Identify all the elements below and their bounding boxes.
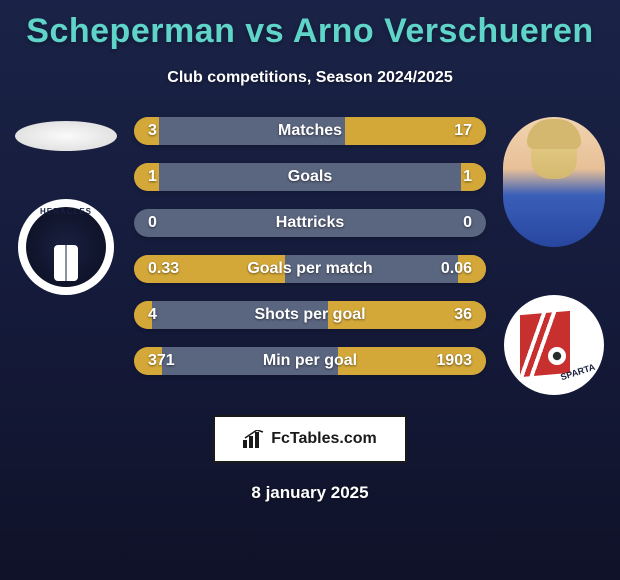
right-player-column [494,117,614,395]
stat-label: Min per goal [263,352,357,370]
stat-value-left: 371 [148,352,175,370]
stat-value-left: 1 [148,168,157,186]
date-text: 8 january 2025 [0,483,620,503]
player-left-photo [15,121,117,151]
stat-value-left: 3 [148,122,157,140]
comparison-content: 3 17 Matches 1 1 Goals 0 0 Hattricks 0.33 0.06 Goal… [0,117,620,395]
stat-value-right: 17 [454,122,472,140]
footer-brand-text: FcTables.com [271,430,377,448]
stat-label: Shots per goal [254,306,365,324]
stat-label: Goals per match [247,260,372,278]
stat-value-right: 0.06 [441,260,472,278]
heracles-shirt-icon [54,245,78,281]
club-right-logo [504,295,604,395]
club-left-logo [18,199,114,295]
stat-value-left: 0.33 [148,260,179,278]
stat-row: 371 1903 Min per goal [134,347,486,375]
chart-icon [243,430,265,448]
stat-value-right: 1 [463,168,472,186]
player-right-photo [503,117,605,247]
stat-label: Matches [278,122,342,140]
stat-row: 0.33 0.06 Goals per match [134,255,486,283]
stat-value-right: 0 [463,214,472,232]
stat-value-left: 0 [148,214,157,232]
stat-row: 0 0 Hattricks [134,209,486,237]
stat-row: 1 1 Goals [134,163,486,191]
stat-row: 4 36 Shots per goal [134,301,486,329]
page-title: Scheperman vs Arno Verschueren [0,0,620,51]
stats-bars: 3 17 Matches 1 1 Goals 0 0 Hattricks 0.33 0.06 Goal… [126,117,494,375]
stat-value-right: 36 [454,306,472,324]
left-player-column [6,117,126,295]
stat-row: 3 17 Matches [134,117,486,145]
footer-brand-badge[interactable]: FcTables.com [213,415,407,463]
stat-value-right: 1903 [436,352,472,370]
stat-value-left: 4 [148,306,157,324]
subtitle: Club competitions, Season 2024/2025 [0,69,620,87]
stat-label: Hattricks [276,214,344,232]
sparta-ball-icon [548,347,566,365]
stat-label: Goals [288,168,332,186]
